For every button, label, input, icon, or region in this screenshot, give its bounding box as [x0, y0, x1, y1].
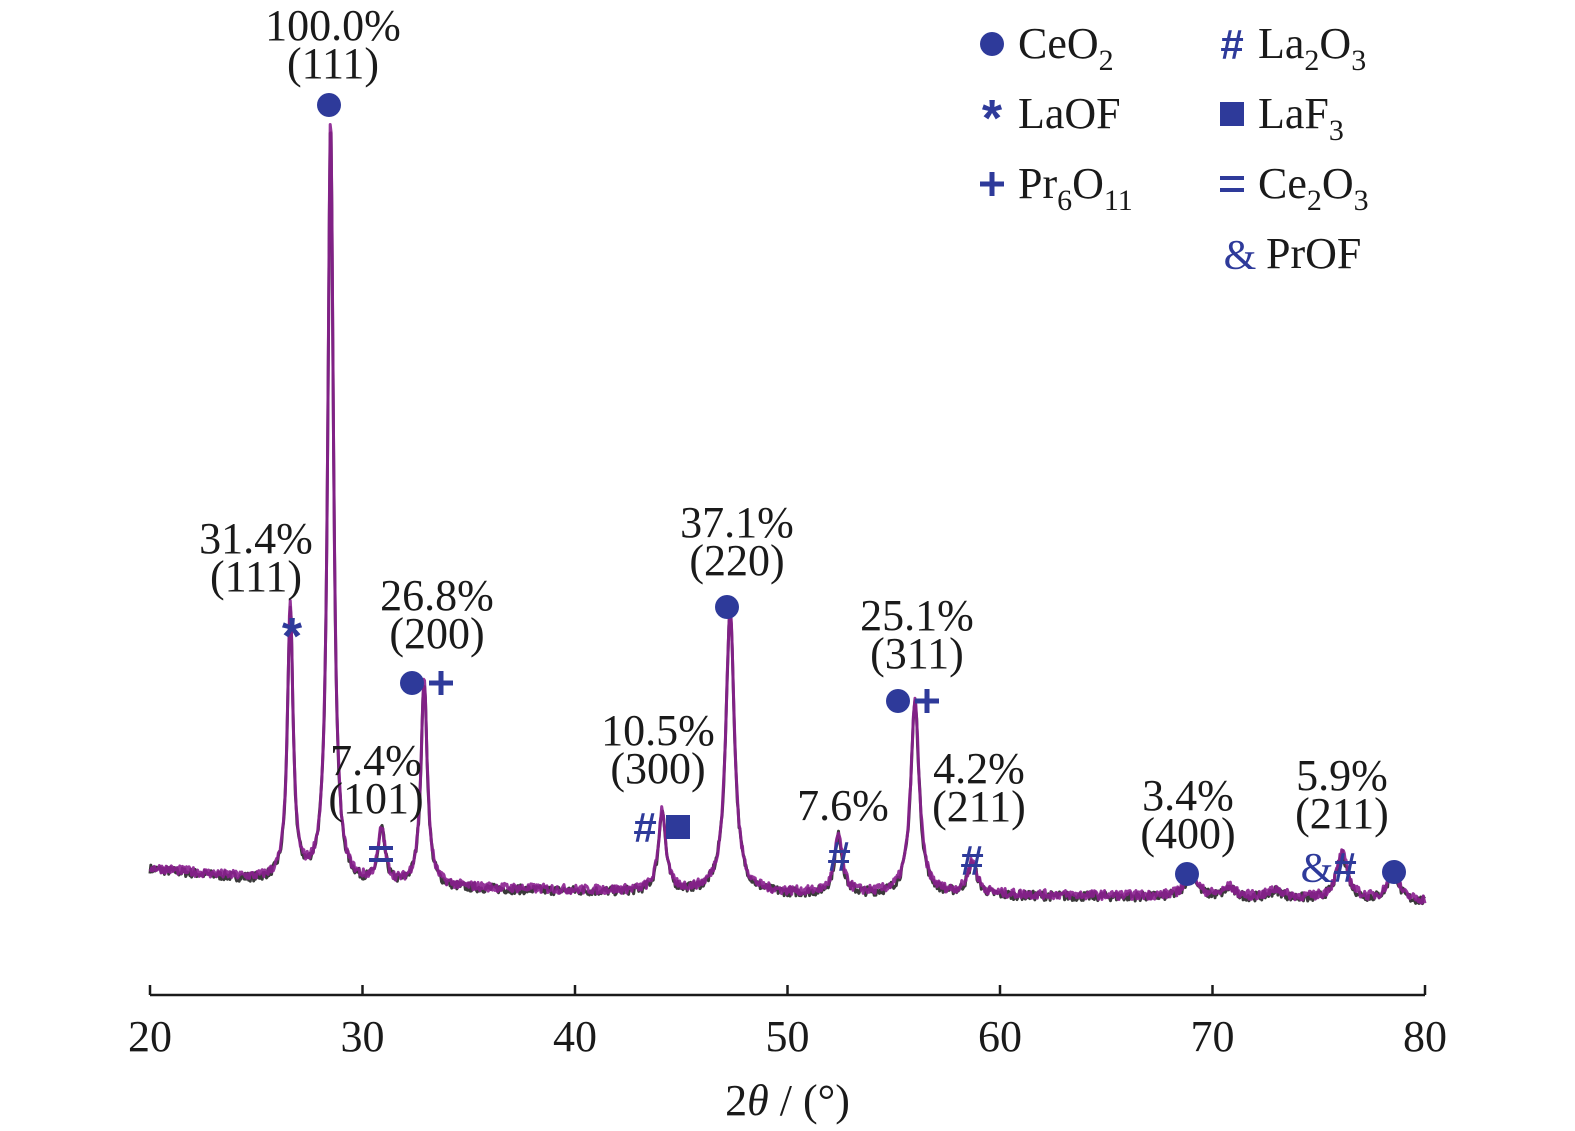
cerium-oxide-marker	[1175, 862, 1199, 886]
peak-intensity-label: 7.6%	[797, 781, 889, 830]
peak-intensity-label: 37.1%	[680, 498, 794, 547]
cerium-oxide-marker	[400, 671, 424, 695]
x-tick-label: 60	[978, 1012, 1022, 1061]
peak-hkl-label: (311)	[870, 629, 964, 678]
peak-hkl-label: (211)	[932, 782, 1026, 831]
peak-intensity-label: 25.1%	[860, 591, 974, 640]
x-tick-label: 30	[341, 1012, 385, 1061]
xrd-traces	[148, 122, 1427, 906]
x-tick-label: 50	[766, 1012, 810, 1061]
peak-intensity-label: 4.2%	[933, 744, 1025, 793]
peak-hkl-label: (200)	[389, 609, 484, 658]
legend-item: LaF3	[1220, 89, 1344, 147]
cerium-oxide-marker	[715, 595, 739, 619]
lanthanum-oxyfluoride-marker: *	[282, 608, 303, 666]
peak-annotation: 3.4%(400)	[1140, 771, 1236, 886]
x-tick-label: 80	[1403, 1012, 1447, 1061]
peak-annotation: 26.8%(200)	[380, 571, 494, 695]
cerium-sesquioxide-marker	[1220, 176, 1244, 192]
peak-intensity-label: 100.0%	[265, 1, 401, 50]
peak-intensity-label: 10.5%	[601, 706, 715, 755]
peak-hkl-label: (300)	[610, 744, 705, 793]
peak-hkl-label: (400)	[1140, 809, 1235, 858]
lanthanum-oxide-marker: #	[960, 837, 983, 884]
legend: CeO2 # La2O3 * LaOF LaF3 Pr6O11 Ce2O3& PrOF	[980, 19, 1369, 279]
peak-annotation	[1382, 860, 1406, 884]
praseodymium-oxide-marker	[429, 671, 453, 695]
praseodymium-oxyfluoride-marker: &	[1224, 233, 1257, 279]
x-tick-label: 20	[128, 1012, 172, 1061]
x-axis: 20 30 40 50 60 70 80 2θ / (°)	[128, 985, 1447, 1125]
peak-annotation: 31.4%(111) *	[199, 514, 313, 666]
praseodymium-oxide-marker	[980, 172, 1004, 196]
legend-label: LaF3	[1258, 89, 1344, 147]
legend-item: Pr6O11	[980, 159, 1133, 217]
peak-annotation: 25.1%(311)	[860, 591, 974, 713]
legend-label: LaOF	[1018, 89, 1121, 138]
legend-label: PrOF	[1266, 229, 1361, 278]
legend-item: Ce2O3	[1220, 159, 1369, 217]
x-tick-label: 40	[553, 1012, 597, 1061]
lanthanum-oxide-marker: #	[1333, 844, 1356, 891]
lanthanum-oxide-marker: #	[1220, 21, 1243, 68]
lanthanum-oxide-marker: #	[633, 804, 656, 851]
legend-item: # La2O3	[1220, 19, 1366, 77]
praseodymium-oxyfluoride-marker: &	[1301, 846, 1334, 892]
peak-intensity-label: 31.4%	[199, 514, 313, 563]
peak-intensity-label: 3.4%	[1142, 771, 1234, 820]
legend-label: Ce2O3	[1258, 159, 1369, 217]
peak-intensity-label: 26.8%	[380, 571, 494, 620]
lanthanum-oxide-marker: #	[827, 833, 850, 880]
peak-annotation: 5.9%(211) & #	[1295, 751, 1389, 892]
x-tick-label: 70	[1191, 1012, 1235, 1061]
legend-label: CeO2	[1018, 19, 1114, 77]
x-axis-title: 2θ / (°)	[725, 1076, 850, 1125]
legend-item: & PrOF	[1224, 229, 1362, 279]
peak-hkl-label: (211)	[1295, 789, 1389, 838]
lanthanum-fluoride-marker	[666, 815, 690, 839]
legend-item: CeO2	[980, 19, 1114, 77]
peak-annotation: 10.5%(300) #	[601, 706, 715, 851]
peak-intensity-label: 7.4%	[330, 736, 422, 785]
legend-label: Pr6O11	[1018, 159, 1133, 217]
legend-item: * LaOF	[982, 89, 1121, 148]
peak-annotation: 100.0%(111)	[265, 1, 401, 117]
peak-hkl-label: (111)	[210, 552, 302, 601]
peak-hkl-label: (111)	[287, 39, 379, 88]
cerium-oxide-marker	[886, 689, 910, 713]
lanthanum-fluoride-marker	[1220, 102, 1244, 126]
peak-hkl-label: (220)	[689, 536, 784, 585]
peak-annotation: 7.6%#	[797, 781, 889, 880]
peak-annotations: 100.0%(111)31.4%(111)*7.4%(101)26.8%(200…	[199, 1, 1406, 892]
peak-hkl-label: (101)	[328, 774, 423, 823]
peak-annotation: 37.1%(220)	[680, 498, 794, 619]
peak-annotation: 4.2%(211) #	[932, 744, 1026, 884]
lanthanum-oxyfluoride-marker: *	[982, 90, 1003, 148]
peak-intensity-label: 5.9%	[1296, 751, 1388, 800]
cerium-oxide-marker	[980, 32, 1004, 56]
cerium-oxide-marker	[1382, 860, 1406, 884]
legend-label: La2O3	[1258, 19, 1366, 77]
trace-series	[148, 122, 1427, 905]
peak-annotation: 7.4%(101)	[328, 736, 424, 862]
cerium-sesquioxide-marker	[369, 846, 393, 862]
cerium-oxide-marker	[317, 93, 341, 117]
praseodymium-oxide-marker	[915, 689, 939, 713]
